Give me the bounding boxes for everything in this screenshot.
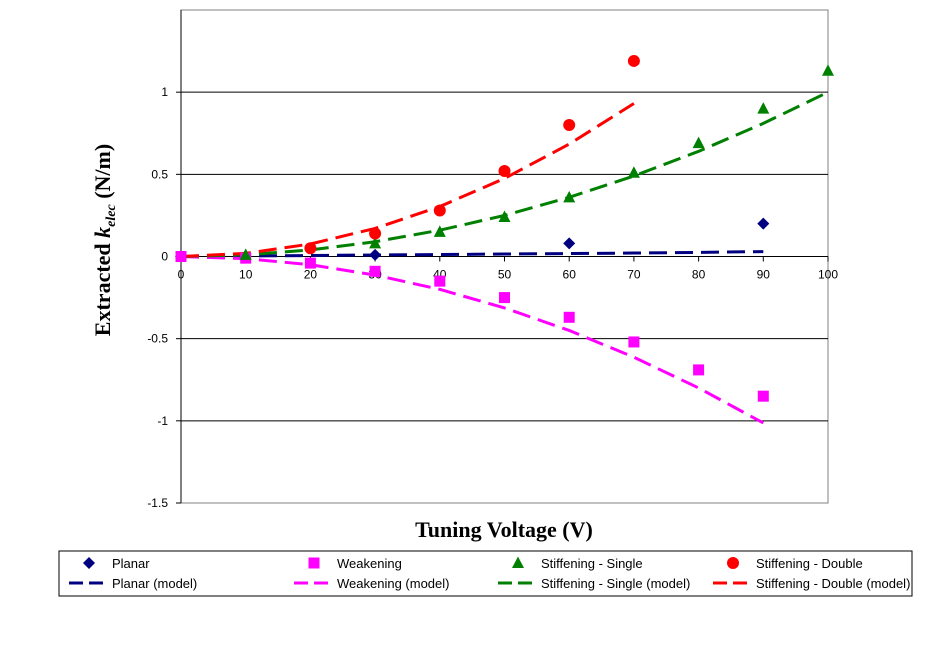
point-stiffening-single bbox=[822, 64, 834, 76]
point-weakening bbox=[499, 292, 510, 304]
point-weakening bbox=[693, 364, 705, 376]
legend-label: Weakening (model) bbox=[337, 576, 449, 591]
legend-label: Stiffening - Double bbox=[756, 556, 863, 571]
point-stiffening-single bbox=[757, 102, 770, 114]
point-stiffening-double bbox=[498, 165, 511, 178]
legend-label: Weakening bbox=[337, 556, 402, 571]
x-tick-label: 0 bbox=[178, 268, 185, 282]
legend-box bbox=[58, 550, 913, 597]
point-stiffening-double bbox=[304, 242, 317, 255]
y-tick-label: -1 bbox=[157, 414, 168, 428]
point-weakening bbox=[304, 257, 316, 269]
y-tick-label: 0.5 bbox=[151, 167, 168, 181]
y-tick-label: 1 bbox=[161, 85, 168, 99]
x-tick-label: 90 bbox=[757, 268, 771, 282]
x-tick-label: 100 bbox=[818, 268, 838, 282]
point-weakening bbox=[434, 275, 446, 287]
legend-label: Stiffening - Single (model) bbox=[541, 576, 690, 591]
y-tick-label: -0.5 bbox=[147, 332, 168, 346]
point-stiffening-single bbox=[627, 166, 640, 178]
x-tick-label: 50 bbox=[498, 268, 512, 282]
x-tick-label: 60 bbox=[563, 268, 577, 282]
y-tick-label: 0 bbox=[161, 250, 168, 264]
point-stiffening-single bbox=[692, 136, 705, 149]
point-weakening bbox=[175, 251, 187, 262]
x-tick-label: 80 bbox=[692, 268, 706, 282]
point-stiffening-double bbox=[369, 227, 382, 240]
point-planar bbox=[563, 237, 576, 250]
y-axis-title: Extracted kelec (N/m) bbox=[90, 144, 119, 336]
series-line-stiffening-double-model bbox=[180, 102, 635, 258]
point-planar bbox=[757, 217, 770, 230]
point-weakening bbox=[563, 311, 575, 323]
legend-label: Planar bbox=[112, 556, 150, 571]
x-tick-label: 70 bbox=[627, 268, 641, 282]
x-tick-label: 10 bbox=[239, 268, 253, 282]
point-planar bbox=[369, 248, 382, 261]
legend: Planar Weakening Stiffening - Single Stiffe… bbox=[69, 556, 910, 591]
point-weakening bbox=[757, 390, 769, 402]
x-tick-label: 20 bbox=[304, 268, 318, 282]
series-line-planar-model bbox=[180, 250, 764, 258]
legend-label: Stiffening - Double (model) bbox=[756, 576, 910, 591]
legend-marker bbox=[83, 557, 95, 569]
legend-marker bbox=[727, 557, 739, 569]
point-stiffening-single bbox=[239, 248, 252, 260]
y-tick-labels: 1 0.5 0 -0.5 -1 -1.5 bbox=[147, 85, 181, 510]
point-stiffening-double bbox=[433, 204, 446, 217]
y-tick-label: -1.5 bbox=[147, 496, 168, 510]
legend-marker bbox=[308, 557, 320, 569]
point-stiffening-double bbox=[627, 54, 640, 67]
point-stiffening-single bbox=[563, 190, 576, 203]
legend-label: Planar (model) bbox=[112, 576, 197, 591]
point-stiffening-single bbox=[369, 236, 382, 249]
point-stiffening-double bbox=[563, 119, 576, 132]
data-points bbox=[175, 54, 834, 402]
x-axis-title: Tuning Voltage (V) bbox=[415, 517, 593, 542]
point-stiffening-single bbox=[433, 225, 446, 237]
point-weakening bbox=[369, 265, 381, 277]
legend-label: Stiffening - Single bbox=[541, 556, 643, 571]
point-weakening bbox=[628, 336, 640, 348]
point-stiffening-single bbox=[498, 210, 511, 223]
legend-marker bbox=[512, 556, 524, 568]
series-line-weakening-model bbox=[180, 255, 765, 425]
